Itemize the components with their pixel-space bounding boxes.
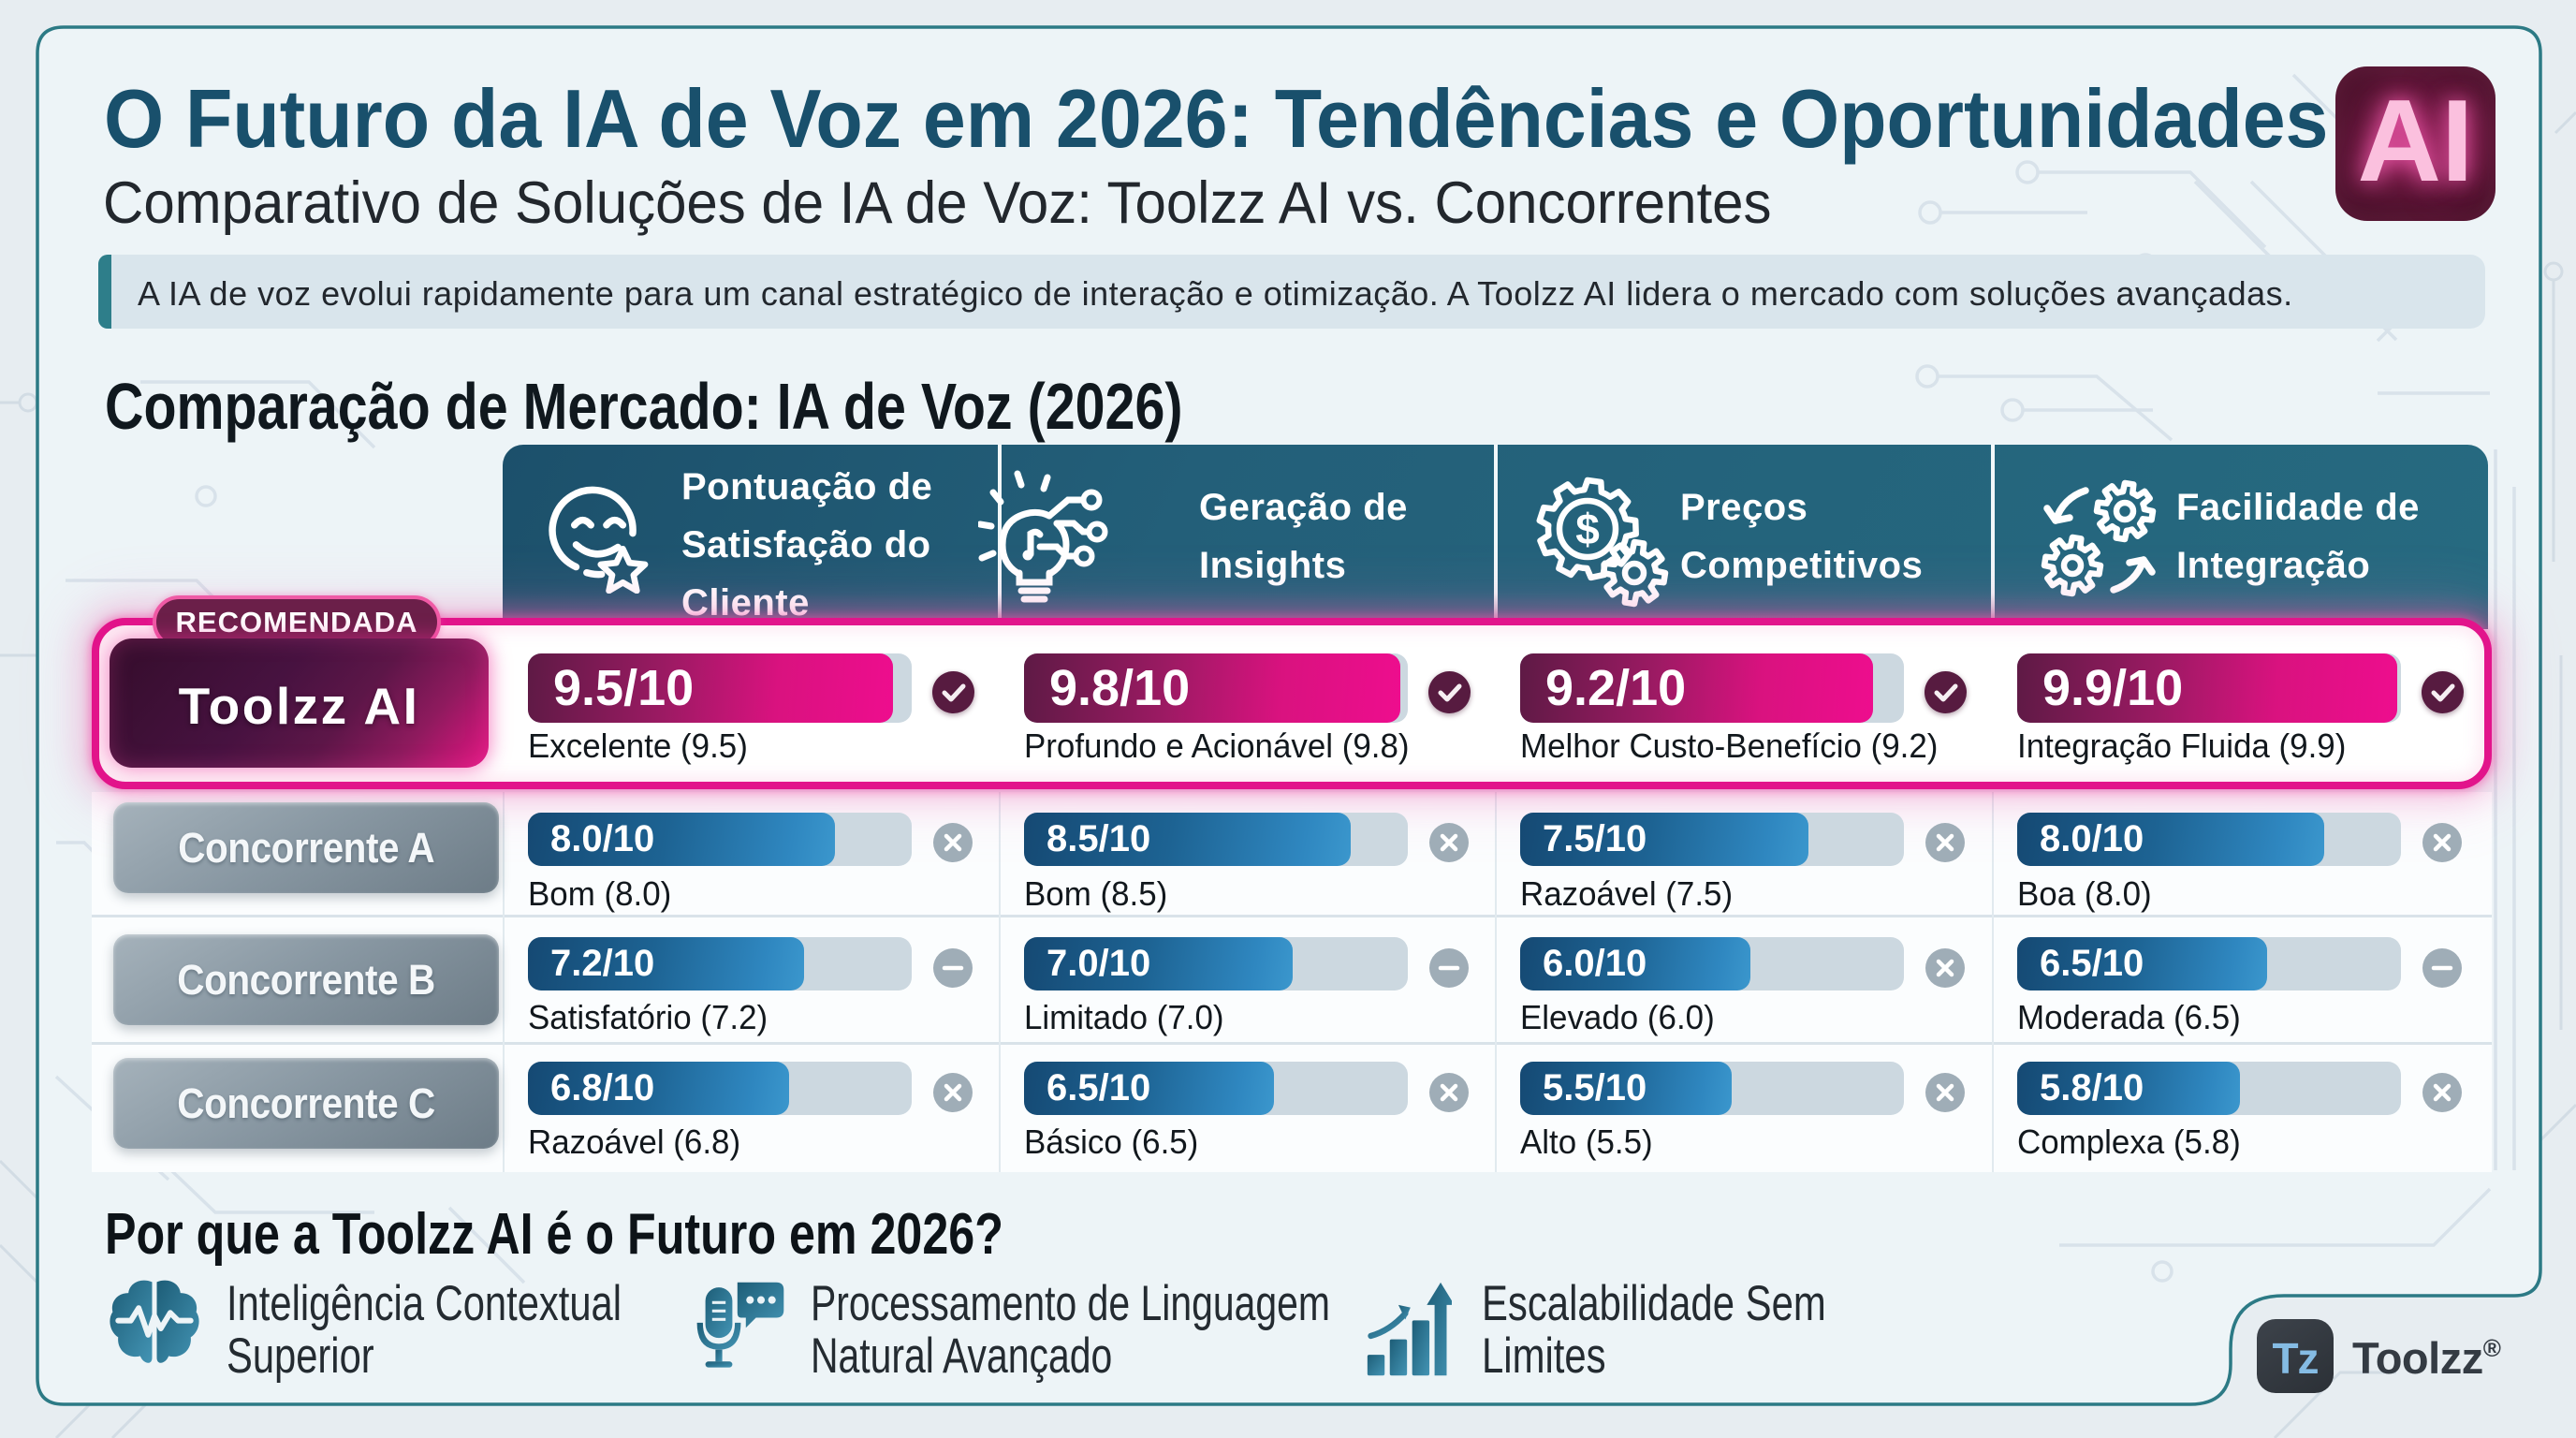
svg-text:$: $ xyxy=(1575,505,1600,553)
